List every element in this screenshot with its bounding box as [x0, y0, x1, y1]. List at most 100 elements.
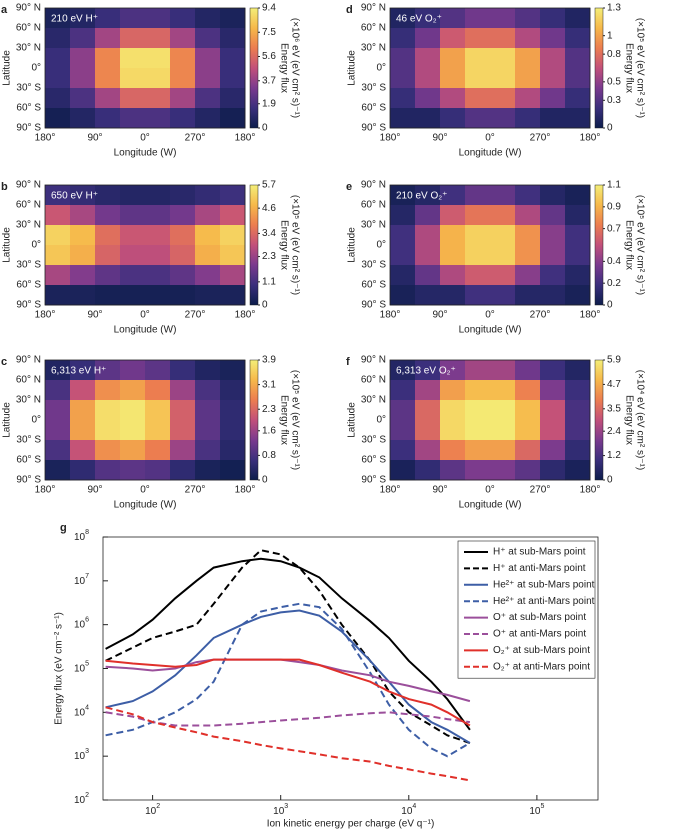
- heatmap-cell: [515, 88, 541, 109]
- colorbar-tick-label: 4.6: [262, 203, 276, 214]
- heatmap-cell: [145, 68, 171, 89]
- heatmap-cell: [490, 108, 516, 129]
- heatmap-cell: [540, 285, 566, 306]
- heatmap-cell: [565, 265, 591, 286]
- heatmap-cell: [515, 380, 541, 401]
- colorbar-tick-label: 5.7: [262, 180, 276, 191]
- heatmap-cell: [515, 225, 541, 246]
- colorbar-tick-label: 0: [262, 475, 268, 486]
- tick-base: 10: [273, 806, 285, 817]
- colorbar-tick-label: 1.9: [262, 98, 276, 109]
- heatmap-cell: [120, 108, 146, 129]
- heatmap-cell: [390, 185, 416, 206]
- y-tick-label: 0°: [376, 63, 386, 74]
- heatmap-cell: [195, 380, 221, 401]
- x-tick-label: 90°: [87, 133, 102, 144]
- heatmap-cell: [490, 68, 516, 89]
- heatmap-cell: [540, 68, 566, 89]
- heatmap-cell: [540, 265, 566, 286]
- heatmap-cell: [515, 420, 541, 441]
- heatmap-cell: [70, 88, 96, 109]
- x-tick-label: 90°: [432, 310, 447, 321]
- heatmap-cell: [145, 48, 171, 69]
- x-tick-label: 180°: [35, 485, 56, 496]
- heatmap-cell: [120, 380, 146, 401]
- colorbar: [594, 184, 604, 306]
- heatmap-cell: [70, 440, 96, 461]
- colorbar: [249, 184, 259, 306]
- heatmap-cell: [515, 440, 541, 461]
- heatmap-cell: [565, 440, 591, 461]
- heatmap-cell: [540, 380, 566, 401]
- heatmap-cell: [170, 360, 196, 381]
- x-tick-label: 270°: [185, 133, 206, 144]
- heatmap-cell: [220, 420, 246, 441]
- tick-base: 10: [74, 707, 86, 718]
- heatmap-cell: [220, 205, 246, 226]
- y-tick-label: 90° N: [16, 180, 41, 191]
- y-tick-label: 30° N: [361, 220, 386, 231]
- heatmap-cell: [440, 400, 466, 421]
- heatmap-cell: [195, 8, 221, 29]
- colorbar-title: (×10⁵ eV (eV cm² s)⁻¹): [634, 18, 645, 118]
- heatmap-cell: [515, 8, 541, 29]
- heatmap-cell: [465, 285, 491, 306]
- heatmap-cell: [540, 460, 566, 481]
- heatmap-cell: [170, 265, 196, 286]
- y-tick-label: 60° S: [361, 280, 386, 291]
- heatmap-cell: [415, 440, 441, 461]
- tick-exponent: 5: [85, 660, 89, 667]
- heatmap-cell: [490, 380, 516, 401]
- y-tick-label: 60° S: [361, 103, 386, 114]
- heatmap-cell: [415, 285, 441, 306]
- x-tick-label: 90°: [87, 485, 102, 496]
- colorbar-tick-label: 7.5: [262, 27, 276, 38]
- colorbar-tick-label: 0: [262, 300, 268, 311]
- y-axis-title: Latitude: [347, 402, 358, 438]
- x-axis-title: Longitude (W): [114, 500, 177, 511]
- heatmap-cell: [540, 400, 566, 421]
- x-tick-label: 180°: [580, 485, 601, 496]
- heatmap-cell: [45, 108, 71, 129]
- heatmap-cell: [45, 28, 71, 49]
- tick-exponent: 3: [284, 803, 288, 810]
- heatmap-cell: [465, 380, 491, 401]
- heatmap-cell: [440, 265, 466, 286]
- colorbar-tick-label: 5.6: [262, 51, 276, 62]
- heatmap-cell: [145, 440, 171, 461]
- y-tick-label: 60° S: [16, 280, 41, 291]
- colorbar-tick-label: 9.4: [262, 3, 276, 14]
- x-tick-label: 180°: [235, 133, 256, 144]
- heatmap-cell: [145, 285, 171, 306]
- colorbar-tick-label: 0.7: [607, 223, 621, 234]
- series-line: [105, 658, 471, 727]
- heatmap-cell: [440, 225, 466, 246]
- y-tick-label: 30° N: [16, 220, 41, 231]
- colorbar: [594, 7, 604, 129]
- tick-base: 10: [74, 795, 86, 806]
- heatmap-cell: [390, 68, 416, 89]
- heatmap-cell: [440, 8, 466, 29]
- panel-title: 6,313 eV O₂⁺: [396, 366, 456, 377]
- heatmap-cell: [465, 108, 491, 129]
- x-tick-label: 180°: [235, 485, 256, 496]
- y-tick-label: 30° S: [361, 435, 386, 446]
- heatmap-cell: [70, 285, 96, 306]
- x-tick-label: 270°: [530, 485, 551, 496]
- heatmap-cell: [195, 88, 221, 109]
- colorbar-title: Energy flux: [278, 220, 289, 270]
- heatmap-cell: [70, 360, 96, 381]
- heatmap-cell: [415, 245, 441, 266]
- heatmap-cell: [120, 8, 146, 29]
- heatmap-cell: [440, 185, 466, 206]
- heatmap-cell: [95, 8, 121, 29]
- heatmap-cell: [390, 420, 416, 441]
- heatmap-cell: [220, 225, 246, 246]
- plot-frame: [44, 7, 246, 129]
- heatmap-cell: [390, 460, 416, 481]
- heatmap-cell: [415, 205, 441, 226]
- colorbar-tick-label: 1.1: [262, 276, 276, 287]
- heatmap-cell: [565, 285, 591, 306]
- colorbar-tick-label: 3.9: [262, 355, 276, 366]
- heatmap-cell: [220, 400, 246, 421]
